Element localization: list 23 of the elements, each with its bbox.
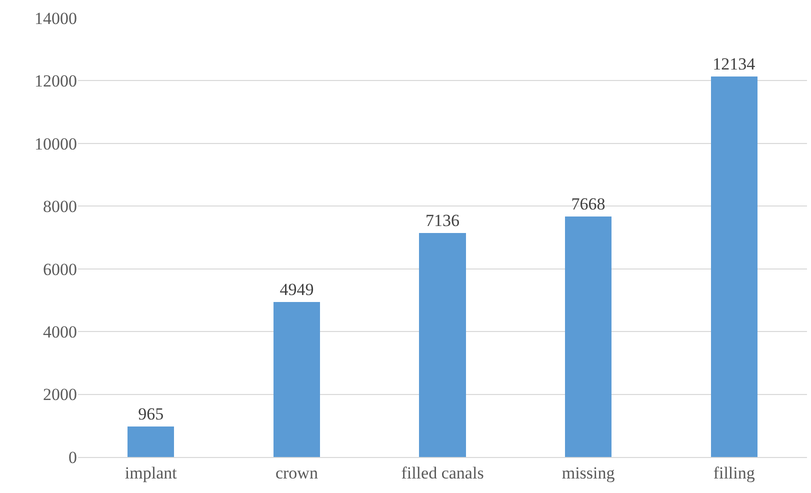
y-tick-label: 8000 xyxy=(43,197,77,216)
bar xyxy=(419,233,466,457)
x-tick-label: filling xyxy=(713,463,756,482)
y-tick-label: 6000 xyxy=(43,260,77,279)
y-tick-label: 12000 xyxy=(34,72,77,91)
y-tick-label: 10000 xyxy=(34,134,77,154)
y-tick-label: 14000 xyxy=(34,8,77,28)
bar xyxy=(273,302,320,457)
bar xyxy=(564,216,612,457)
x-tick-label: missing xyxy=(562,463,616,482)
x-tick-label: implant xyxy=(124,463,178,482)
data-label: 4949 xyxy=(280,280,314,299)
data-label: 12134 xyxy=(712,54,756,74)
data-label: 7668 xyxy=(571,194,606,214)
data-label: 7136 xyxy=(426,211,460,230)
x-tick-label: crown xyxy=(275,463,318,482)
data-label: 965 xyxy=(138,404,164,424)
y-tick-label: 0 xyxy=(68,448,77,467)
y-tick-label: 2000 xyxy=(43,385,77,404)
bar xyxy=(128,426,174,457)
bar xyxy=(710,76,758,457)
x-tick-label: filled canals xyxy=(401,463,484,482)
y-tick-label: 4000 xyxy=(43,322,77,342)
